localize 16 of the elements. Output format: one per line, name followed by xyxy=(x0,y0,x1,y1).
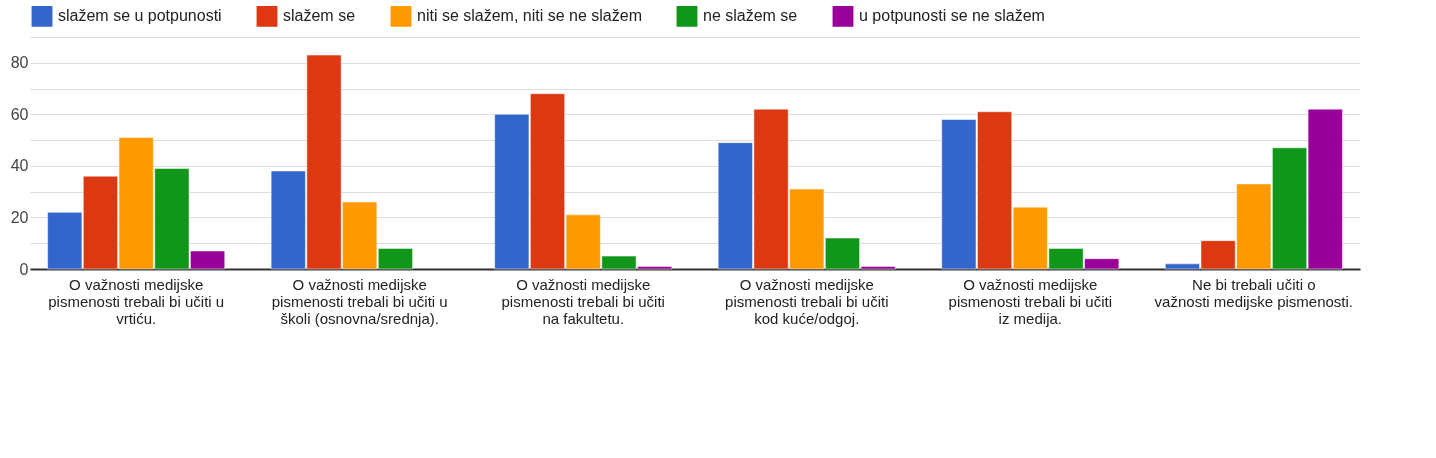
y-tick-label: 40 xyxy=(10,157,29,175)
y-tick-label: 60 xyxy=(10,105,29,123)
x-tick-label: O važnosti medijske pismenosti trebali bi učiti iz medija. xyxy=(948,275,1112,327)
legend-label: slažem se u potpunosti xyxy=(58,7,222,25)
y-tick-label: 0 xyxy=(19,260,29,278)
x-tick-label: O važnosti medijske pismenosti trebali bi učiti na fakultetu. xyxy=(501,275,665,327)
y-tick-label: 20 xyxy=(10,208,29,226)
x-tick-label: O važnosti medijske pismenosti trebali bi učiti u vrtiću. xyxy=(48,275,225,327)
legend-label: niti se slažem, niti se ne slažem xyxy=(417,7,642,25)
x-tick-label: Ne bi trebali učiti o važnosti medijske pismenosti. xyxy=(1154,275,1354,310)
legend-label: u potpunosti se ne slažem xyxy=(859,7,1045,25)
x-tick-label: O važnosti medijske pismenosti trebali bi učiti kod kuće/odgoj. xyxy=(725,275,889,327)
x-tick-label: O važnosti medijske pismenosti trebali bi učiti u školi (osnovna/srednja). xyxy=(271,275,448,327)
legend-label: slažem se xyxy=(283,7,356,25)
legend-label: ne slažem se xyxy=(703,7,798,25)
y-tick-label: 80 xyxy=(10,54,29,72)
